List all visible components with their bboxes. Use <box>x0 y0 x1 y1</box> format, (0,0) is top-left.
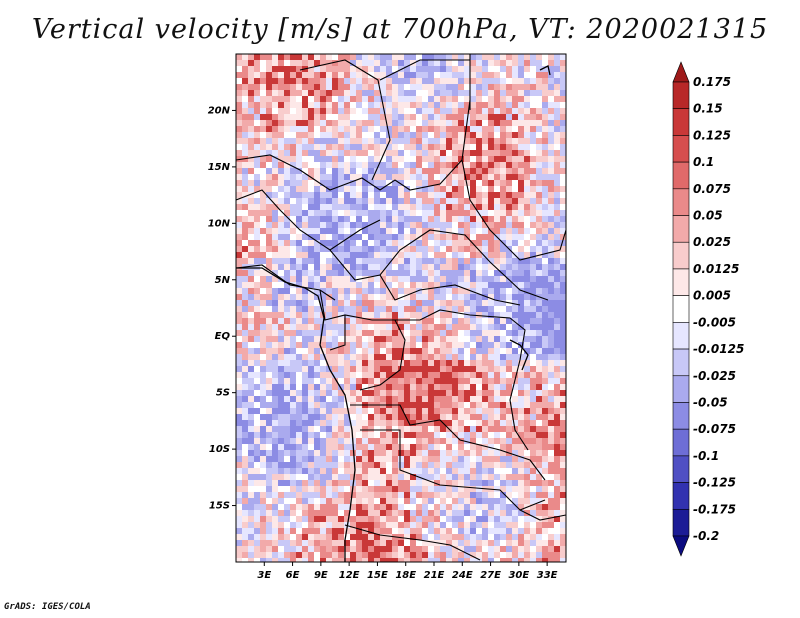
country-borders <box>236 54 566 561</box>
lat-label: EQ <box>215 331 231 342</box>
colorbar-segment <box>672 482 690 510</box>
colorbar-label: 0.125 <box>693 128 731 142</box>
colorbar-label: 0.15 <box>693 102 723 116</box>
chart-title: Vertical velocity [m/s] at 700hPa, VT: 2… <box>31 14 769 45</box>
colorbar-segment <box>672 215 690 243</box>
lat-label: 15S <box>209 501 230 512</box>
colorbar-label: 0.005 <box>693 289 731 303</box>
lon-label: 12E <box>339 570 360 581</box>
colorbar-segment <box>672 508 690 537</box>
lon-label: 9E <box>314 570 328 581</box>
colorbar-segment <box>672 322 690 350</box>
lon-label: 15E <box>367 570 388 581</box>
lon-label: 18E <box>395 570 416 581</box>
lat-label: 10S <box>209 444 230 455</box>
colorbar-label: -0.2 <box>693 529 719 543</box>
colorbar-label: 0.175 <box>693 75 731 89</box>
grads-credit: GrADS: IGES/COLA <box>4 602 91 612</box>
colorbar-segment <box>672 375 690 403</box>
colorbar-label: -0.005 <box>693 315 736 329</box>
colorbar-label: -0.175 <box>693 502 736 516</box>
lon-label: 24E <box>452 570 473 581</box>
lon-label: 6E <box>286 570 300 581</box>
colorbar-label: -0.0125 <box>693 342 744 356</box>
colorbar-label: 0.075 <box>693 182 731 196</box>
plot-frame <box>235 53 567 563</box>
lat-label: 10N <box>208 218 231 229</box>
colorbar-label: 0.1 <box>693 155 714 169</box>
colorbar-segment <box>672 402 690 430</box>
colorbar-label: -0.1 <box>693 449 719 463</box>
lat-label: 5N <box>215 275 231 286</box>
colorbar-label: 0.025 <box>693 235 731 249</box>
colorbar-segment <box>672 455 690 483</box>
coastline <box>236 65 551 562</box>
lon-label: 30E <box>508 570 529 581</box>
colorbar-segment <box>672 161 690 190</box>
colorbar-segment <box>672 188 690 216</box>
colorbar-label: -0.125 <box>693 476 736 490</box>
colorbar-segment <box>672 108 690 136</box>
lat-label: 20N <box>208 105 231 116</box>
lon-label: 27E <box>480 570 501 581</box>
lon-label: 33E <box>537 570 558 581</box>
colorbar-label: -0.05 <box>693 395 728 409</box>
colorbar-label: 0.0125 <box>693 262 739 276</box>
lat-label: 15N <box>208 162 231 173</box>
colorbar: 0.175 0.15 0.125 0.1 0.075 0.05 0.025 0.0125 0.0… <box>672 61 744 557</box>
colorbar-label: 0.05 <box>693 209 723 223</box>
lon-label: 3E <box>257 570 271 581</box>
colorbar-segment <box>672 295 690 323</box>
colorbar-segment <box>672 268 690 296</box>
lon-label: 21E <box>424 570 445 581</box>
colorbar-label: -0.075 <box>693 422 736 436</box>
colorbar-segment <box>672 348 690 377</box>
colorbar-bottom-arrow <box>672 535 690 557</box>
colorbar-segment <box>672 428 690 457</box>
colorbar-label: -0.025 <box>693 369 736 383</box>
lat-label: 5S <box>216 388 230 399</box>
colorbar-segment <box>672 135 690 163</box>
colorbar-segment <box>672 241 690 270</box>
colorbar-top-arrow <box>672 61 690 83</box>
velocity-field <box>236 54 566 562</box>
colorbar-segment <box>672 81 690 110</box>
